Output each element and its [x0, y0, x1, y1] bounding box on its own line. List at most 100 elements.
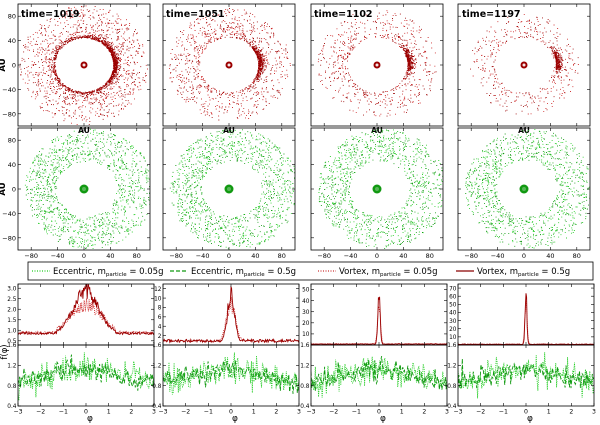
y-tick-label: 0	[12, 186, 16, 194]
y-tick-label: 8	[158, 306, 162, 312]
y-tick-label: 1.6	[152, 343, 162, 349]
x-tick-label: 3	[445, 409, 449, 416]
legend-label: Vortex, mparticle = 0.5g	[477, 267, 570, 278]
y-tick-label: 0.8	[152, 384, 162, 390]
particle-cloud-dense	[465, 131, 590, 247]
x-tick-label: 3	[152, 409, 156, 416]
x-tick-label: −80	[24, 252, 38, 260]
x-tick-label: 1	[547, 409, 551, 416]
vortex-small-profile	[18, 298, 154, 335]
x-tick-label: 0	[229, 409, 233, 416]
y-tick-label: 1.2	[7, 364, 17, 370]
profile-panel-vortex-3: 10 20 30 40 50	[302, 283, 448, 346]
vortex-small-profile	[311, 306, 447, 345]
vortex-large-profile	[163, 285, 299, 344]
profile-frame	[17, 344, 155, 407]
vortex-small-profile	[458, 301, 594, 345]
eccentric-small-profile	[163, 352, 299, 395]
y-tick-label: 1.6	[7, 343, 17, 349]
y-tick-label: 2.5	[7, 297, 17, 303]
x-axis-label: φ	[527, 414, 533, 424]
legend-label: Vortex, mparticle = 0.05g	[339, 267, 438, 278]
particle-cloud-dense	[169, 129, 295, 248]
y-tick-label: 1.0	[7, 328, 17, 334]
legend-entry-3: Vortex, mparticle = 0.05g	[318, 267, 438, 278]
profile-frame	[310, 283, 448, 346]
legend-entry-1: Eccentric, mparticle = 0.05g	[32, 267, 164, 278]
x-tick-label: −3	[453, 409, 462, 416]
y-tick-label: 1.2	[152, 364, 162, 370]
eccentric-small-profile	[18, 352, 154, 401]
legend-entry-4: Vortex, mparticle = 0.5g	[456, 267, 570, 278]
x-tick-label: 40	[546, 252, 554, 260]
particle-points	[465, 129, 590, 249]
y-tick-label: 1.6	[447, 343, 457, 349]
x-tick-label: −80	[169, 252, 183, 260]
y-tick-label: 1.2	[447, 364, 457, 370]
eccentric-large-profile	[163, 360, 299, 394]
x-tick-label: −1	[204, 409, 213, 416]
central-star-core	[375, 187, 379, 191]
central-star-core	[522, 187, 526, 191]
particle-cloud-dense	[25, 131, 150, 250]
x-tick-label: −1	[499, 409, 508, 416]
y-tick-label: 12	[154, 287, 162, 293]
central-star	[372, 184, 382, 194]
x-tick-label: 0	[377, 409, 381, 416]
particle-cloud-dense	[318, 12, 437, 117]
y-tick-label: −80	[2, 110, 16, 118]
x-tick-label: −40	[196, 252, 210, 260]
y-tick-label: 40	[8, 37, 16, 45]
profile-frame	[457, 283, 595, 346]
y-axis-label: AU	[0, 182, 8, 195]
central-star-core	[522, 63, 526, 67]
particle-cloud	[472, 14, 579, 115]
time-label: time=1051	[166, 9, 225, 20]
x-tick-label: −80	[464, 252, 478, 260]
y-tick-label: 20	[302, 321, 310, 327]
x-axis-label: φ	[87, 414, 93, 424]
x-tick-label: −1	[352, 409, 361, 416]
time-label: time=1197	[462, 9, 521, 20]
vortex-small-profile	[163, 297, 299, 344]
x-tick-label: −1	[59, 409, 68, 416]
y-tick-label: 80	[8, 137, 16, 145]
x-tick-label: 2	[422, 409, 426, 416]
x-tick-label: −3	[158, 409, 167, 416]
scatter-panels: time=101980400−40−80AUAUtime=1051AUtime=…	[0, 3, 591, 260]
x-tick-label: 1	[252, 409, 256, 416]
x-tick-label: −2	[36, 409, 45, 416]
x-tick-label: −2	[181, 409, 190, 416]
eccentric-large-profile	[18, 354, 154, 391]
y-tick-label: 0.8	[447, 384, 457, 390]
y-tick-label: 4	[158, 324, 162, 330]
y-tick-label: 50	[449, 303, 457, 309]
legend: Eccentric, mparticle = 0.05g Eccentric, m…	[27, 261, 594, 281]
central-star-core	[227, 63, 231, 67]
x-tick-label: 2	[569, 409, 573, 416]
x-tick-label: −2	[329, 409, 338, 416]
x-tick-label: 80	[133, 252, 141, 260]
central-star	[79, 184, 89, 194]
x-tick-label: 40	[251, 252, 259, 260]
x-tick-label: −40	[344, 252, 358, 260]
particle-cloud-dense	[318, 128, 443, 250]
y-tick-label: 0.5	[7, 339, 17, 345]
x-tick-label: 40	[399, 252, 407, 260]
particle-cloud-dense	[470, 16, 579, 115]
legend-entry-2: Eccentric, mparticle = 0.5g	[170, 267, 296, 278]
profile-panel-vortex-1: 0.5 1.0 1.5 2.0 2.5 3.0	[7, 283, 155, 346]
x-tick-label: 0	[227, 252, 231, 260]
x-tick-label: 0	[522, 252, 526, 260]
y-tick-label: 30	[449, 319, 457, 325]
y-tick-label: 40	[449, 311, 457, 317]
y-tick-label: 1.6	[300, 343, 310, 349]
x-tick-label: 80	[278, 252, 286, 260]
profile-panel-eccentric-4: 0.4 0.8 1.2 1.6 −3 −2 −1 0 1 2 3 φ	[447, 343, 596, 424]
x-tick-label: −3	[13, 409, 22, 416]
particle-cloud	[318, 129, 443, 248]
x-tick-label: 80	[573, 252, 581, 260]
central-star	[224, 184, 234, 194]
